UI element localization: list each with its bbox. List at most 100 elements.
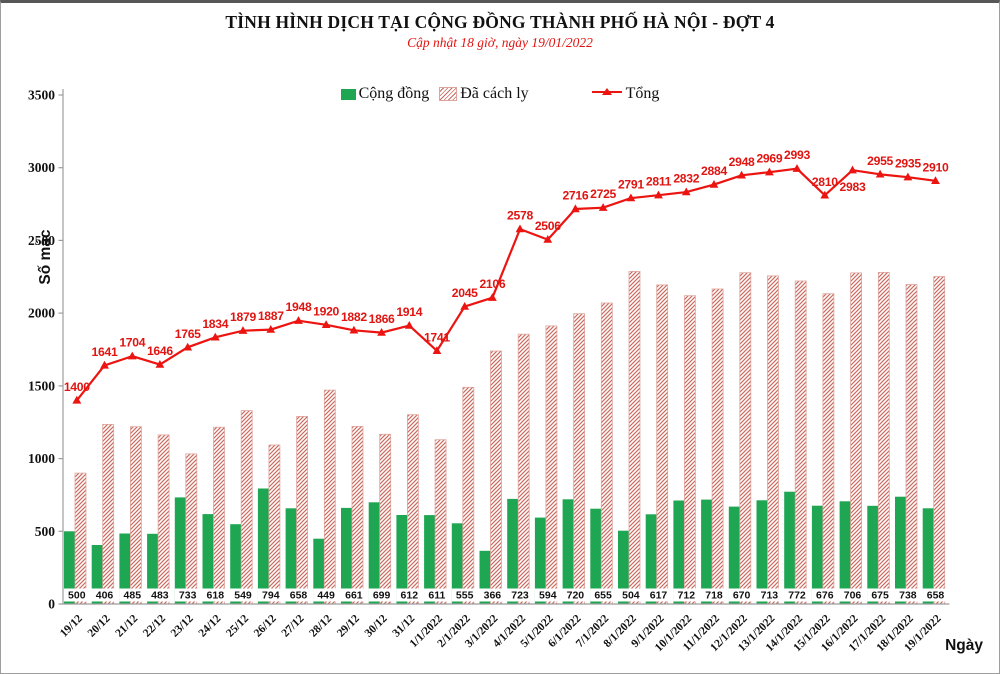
data-label-community: 706 (844, 590, 862, 602)
red-line-triangle-swatch-icon (591, 85, 623, 103)
data-label-total: 1948 (286, 300, 312, 314)
data-label-community: 485 (124, 590, 142, 602)
bar-label-box (285, 588, 312, 602)
bar-community (91, 545, 103, 604)
x-tick-label: 20/12 (86, 612, 113, 639)
data-label-total: 2910 (923, 160, 949, 174)
bar-community (230, 524, 242, 604)
bar-label-box (340, 588, 367, 602)
data-label-community: 406 (96, 590, 114, 602)
bar-isolated (767, 275, 779, 605)
bar-label-box (839, 588, 866, 602)
bar-isolated (185, 453, 198, 605)
y-tick-label: 2500 (28, 233, 55, 248)
bar-isolated (656, 284, 669, 605)
bar-label-box (202, 588, 229, 602)
bar-community (341, 507, 352, 604)
data-label-community: 733 (179, 590, 197, 602)
data-label-total: 1882 (341, 310, 367, 324)
x-tick-label: 19/12 (58, 612, 85, 639)
bar-label-box (728, 588, 755, 602)
bar-label-box (811, 588, 838, 602)
legend-label-tong: Tổng (625, 85, 660, 102)
bar-community (756, 500, 768, 604)
legend-item-tong: Tổng (591, 85, 660, 103)
data-label-community: 449 (317, 590, 335, 602)
total-line-marker (543, 235, 553, 243)
bar-label-box (479, 588, 506, 602)
bar-isolated (850, 272, 862, 605)
legend-label-cong-dong: Cộng đồng (358, 85, 430, 102)
y-tick-label: 2000 (28, 306, 55, 321)
total-line-marker (681, 187, 691, 196)
bar-community (479, 550, 491, 604)
bar-label-box (368, 588, 395, 602)
bar-isolated (406, 414, 419, 605)
data-label-community: 658 (927, 590, 945, 602)
bar-label-box (257, 588, 284, 602)
total-line-marker (432, 346, 442, 354)
data-label-total: 2832 (673, 172, 699, 186)
total-line-marker (155, 360, 165, 368)
total-line-marker (709, 180, 719, 188)
total-line-marker (875, 169, 885, 178)
data-label-total: 1646 (147, 344, 173, 358)
bar-community (451, 523, 463, 604)
data-label-community: 504 (622, 590, 640, 602)
bar-community (424, 515, 436, 604)
bar-community (313, 538, 325, 604)
bar-isolated (379, 433, 392, 605)
data-label-total: 2811 (646, 175, 672, 189)
bar-label-box (867, 588, 894, 602)
data-label-total: 2716 (562, 189, 588, 203)
total-line-marker (321, 320, 331, 328)
data-label-community: 661 (345, 590, 363, 602)
total-line (75, 167, 936, 402)
bar-community (811, 505, 823, 604)
bar-community (590, 508, 602, 604)
legend-label-da-cach-ly: Đã cách ly (460, 85, 529, 102)
data-label-total: 1914 (396, 305, 422, 319)
total-line-marker (765, 167, 774, 176)
bar-isolated (684, 295, 696, 605)
total-line-marker (792, 164, 802, 172)
y-tick-label: 3000 (28, 160, 55, 175)
bar-isolated (323, 389, 336, 605)
bar-community (534, 517, 546, 604)
bar-label-box (396, 588, 423, 602)
data-label-community: 675 (871, 590, 889, 602)
bar-isolated (213, 426, 225, 605)
bar-community (922, 508, 934, 604)
bar-isolated (268, 444, 281, 605)
x-tick-label: 21/12 (113, 612, 140, 639)
chart-plot-area: 500 406 485 483 733 618 549 794 658 449 661 699 612 6… (28, 88, 950, 654)
data-label-total: 2935 (895, 157, 921, 171)
data-label-total: 1641 (92, 345, 118, 359)
bar-isolated (822, 293, 835, 605)
bar-community (507, 498, 519, 604)
hatched-bar-swatch-icon (439, 87, 458, 101)
bar-community (396, 515, 408, 604)
data-label-community: 611 (428, 590, 445, 602)
data-label-total: 2993 (784, 148, 810, 162)
total-line-marker (266, 325, 276, 333)
bar-community (645, 514, 657, 604)
data-label-total: 2948 (729, 155, 755, 169)
data-label-community: 794 (262, 590, 280, 602)
bar-community (895, 496, 906, 604)
data-label-community: 549 (234, 590, 252, 602)
data-label-community: 713 (761, 590, 779, 602)
bar-community (257, 488, 269, 604)
bar-isolated (462, 386, 475, 605)
data-label-total: 2810 (812, 175, 838, 189)
bar-isolated (240, 410, 253, 605)
data-label-total: 2983 (840, 180, 866, 194)
bar-label-box (673, 588, 700, 602)
y-tick-label: 500 (35, 524, 56, 539)
data-label-total: 1400 (64, 380, 90, 394)
bar-isolated (933, 276, 946, 605)
x-tick-label: 30/12 (363, 612, 390, 639)
bar-community (618, 530, 629, 604)
total-line-marker (404, 321, 414, 329)
data-label-total: 1704 (119, 336, 145, 350)
